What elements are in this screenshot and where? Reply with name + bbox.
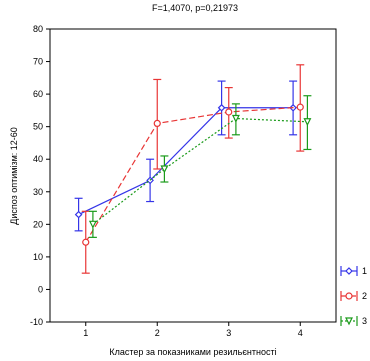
data-point bbox=[231, 114, 240, 123]
data-point bbox=[345, 267, 353, 275]
x-tick-label: 3 bbox=[226, 328, 231, 338]
y-axis-title: Диспоз оптимізм: 12-60 bbox=[9, 127, 19, 225]
y-tick-label: 0 bbox=[38, 284, 43, 294]
y-tick-label: 70 bbox=[33, 57, 43, 67]
series-2 bbox=[81, 64, 305, 274]
data-point bbox=[160, 165, 169, 174]
legend-label: 3 bbox=[362, 316, 367, 326]
y-tick-label: 30 bbox=[33, 187, 43, 197]
y-tick-label: 60 bbox=[33, 89, 43, 99]
plot-frame bbox=[49, 28, 337, 323]
data-point bbox=[153, 119, 161, 128]
series-line bbox=[85, 106, 301, 243]
data-point bbox=[303, 118, 312, 127]
data-point bbox=[82, 238, 90, 246]
series-1 bbox=[74, 80, 298, 232]
legend: 1 2 3 bbox=[340, 266, 367, 326]
data-point bbox=[345, 292, 353, 300]
x-tick-label: 4 bbox=[298, 328, 303, 338]
chart-title: F=1,4070, p=0,21973 bbox=[152, 3, 238, 13]
y-tick-label: 20 bbox=[33, 219, 43, 229]
data-point bbox=[296, 103, 304, 111]
data-point bbox=[217, 103, 226, 112]
y-axis: -10 0 10 20 30 40 50 60 70 80 bbox=[30, 24, 50, 327]
x-axis: 1 2 3 4 bbox=[83, 322, 303, 338]
y-tick-label: 80 bbox=[33, 24, 43, 34]
y-tick-label: 40 bbox=[33, 154, 43, 164]
data-point bbox=[88, 220, 97, 229]
series-group bbox=[74, 64, 312, 274]
x-tick-label: 1 bbox=[83, 328, 88, 338]
series-line bbox=[78, 107, 294, 216]
y-tick-label: 50 bbox=[33, 122, 43, 132]
legend-label: 2 bbox=[362, 291, 367, 301]
x-tick-label: 2 bbox=[155, 328, 160, 338]
data-point bbox=[74, 210, 83, 219]
series-line bbox=[92, 117, 308, 225]
series-3 bbox=[88, 95, 312, 238]
y-tick-label: 10 bbox=[33, 252, 43, 262]
legend-label: 1 bbox=[362, 266, 367, 276]
y-tick-label: -10 bbox=[30, 317, 43, 327]
data-point bbox=[225, 108, 233, 116]
x-axis-title: Кластер за показниками резильєнтності bbox=[109, 347, 276, 357]
data-point bbox=[345, 317, 353, 326]
